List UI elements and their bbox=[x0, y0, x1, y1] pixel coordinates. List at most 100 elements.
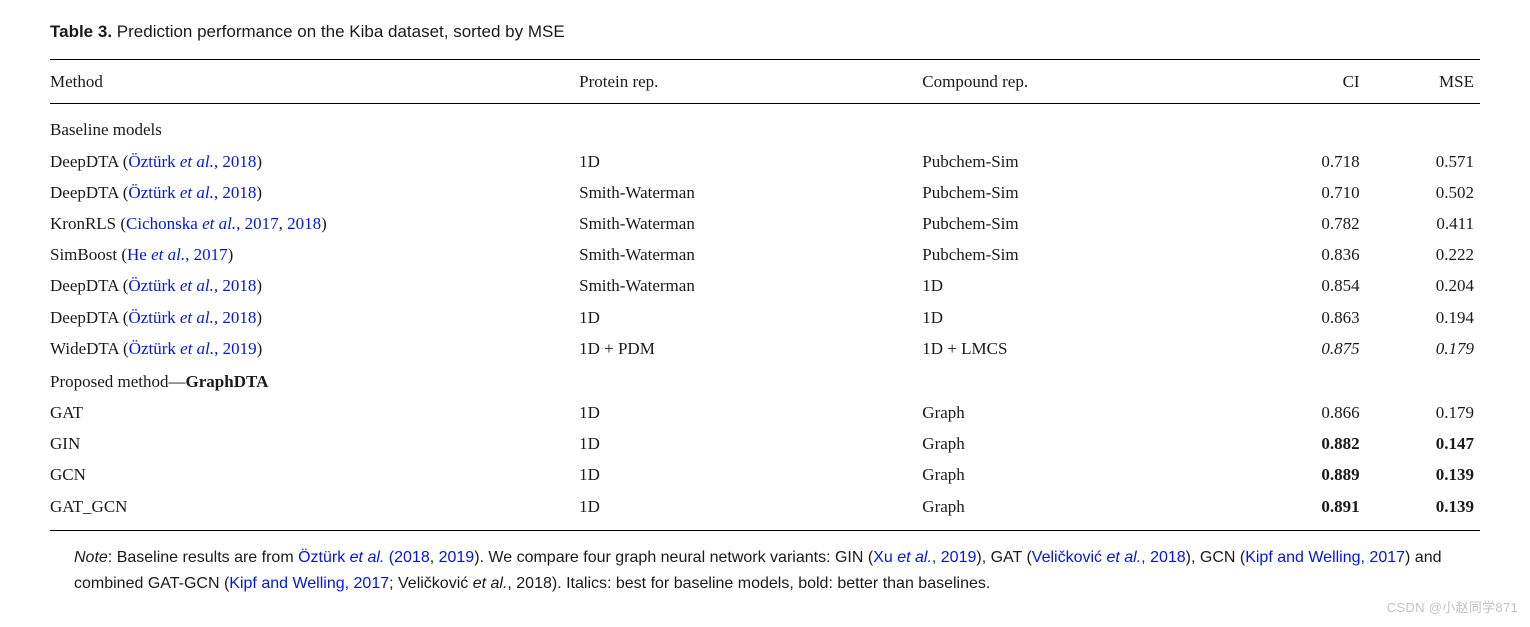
cell-method: DeepDTA (Öztürk et al., 2018) bbox=[50, 302, 579, 333]
table-header-row: Method Protein rep. Compound rep. CI MSE bbox=[50, 60, 1480, 104]
cell-method: SimBoost (He et al., 2017) bbox=[50, 239, 579, 270]
col-ci: CI bbox=[1237, 60, 1366, 104]
cell-ci: 0.882 bbox=[1237, 428, 1366, 459]
cell-ci: 0.863 bbox=[1237, 302, 1366, 333]
cell-compound: 1D + LMCS bbox=[922, 333, 1237, 364]
note-text: ; Veličković bbox=[389, 575, 473, 592]
cell-method: DeepDTA (Öztürk et al., 2018) bbox=[50, 146, 579, 177]
note-text: . We compare four graph neural network v… bbox=[480, 549, 874, 566]
cell-compound: Pubchem-Sim bbox=[922, 146, 1237, 177]
note-text: et al. bbox=[473, 575, 508, 592]
cell-method: KronRLS (Cichonska et al., 2017, 2018) bbox=[50, 208, 579, 239]
section-row-proposed: Proposed method—GraphDTA bbox=[50, 364, 1480, 397]
caption-label: Table 3. bbox=[50, 22, 112, 41]
table-row: KronRLS (Cichonska et al., 2017, 2018)Sm… bbox=[50, 208, 1480, 239]
citation-link[interactable]: Öztürk et al., 2018 bbox=[128, 152, 256, 171]
citation-link[interactable]: Cichonska et al., 2017 bbox=[126, 214, 279, 233]
cell-mse: 0.571 bbox=[1366, 146, 1480, 177]
citation-link[interactable]: Öztürk et al., 2018 bbox=[128, 183, 256, 202]
section-row-baseline: Baseline models bbox=[50, 104, 1480, 146]
cell-mse: 0.194 bbox=[1366, 302, 1480, 333]
table-row: GAT1DGraph0.8660.179 bbox=[50, 397, 1480, 428]
caption-text: Prediction performance on the Kiba datas… bbox=[117, 22, 565, 41]
results-table: Method Protein rep. Compound rep. CI MSE… bbox=[50, 59, 1480, 531]
cell-ci: 0.718 bbox=[1237, 146, 1366, 177]
citation-link[interactable]: Öztürk et al., 2018 bbox=[128, 276, 256, 295]
table-caption: Table 3. Prediction performance on the K… bbox=[50, 18, 1480, 45]
cell-ci: 0.710 bbox=[1237, 177, 1366, 208]
cell-protein: 1D bbox=[579, 146, 922, 177]
cell-compound: 1D bbox=[922, 302, 1237, 333]
cell-protein: 1D + PDM bbox=[579, 333, 922, 364]
table-row: DeepDTA (Öztürk et al., 2018)1DPubchem-S… bbox=[50, 146, 1480, 177]
table-row: GIN1DGraph0.8820.147 bbox=[50, 428, 1480, 459]
cell-ci: 0.891 bbox=[1237, 491, 1366, 531]
cell-method: DeepDTA (Öztürk et al., 2018) bbox=[50, 270, 579, 301]
cell-compound: 1D bbox=[922, 270, 1237, 301]
cell-protein: 1D bbox=[579, 459, 922, 490]
cell-mse: 0.139 bbox=[1366, 491, 1480, 531]
cell-compound: Graph bbox=[922, 397, 1237, 428]
cell-method: WideDTA (Öztürk et al., 2019) bbox=[50, 333, 579, 364]
citation-link[interactable]: Öztürk et al., 2018 bbox=[128, 308, 256, 327]
cell-compound: Pubchem-Sim bbox=[922, 208, 1237, 239]
note-text: ), GAT ( bbox=[976, 549, 1031, 566]
cell-protein: 1D bbox=[579, 428, 922, 459]
cell-method: DeepDTA (Öztürk et al., 2018) bbox=[50, 177, 579, 208]
citation-link[interactable]: He et al., 2017 bbox=[127, 245, 228, 264]
table-row: DeepDTA (Öztürk et al., 2018)1D1D0.8630.… bbox=[50, 302, 1480, 333]
table-row: DeepDTA (Öztürk et al., 2018)Smith-Water… bbox=[50, 177, 1480, 208]
citation-link[interactable]: Öztürk et al. (2018 bbox=[298, 549, 430, 566]
cell-mse: 0.139 bbox=[1366, 459, 1480, 490]
cell-protein: 1D bbox=[579, 491, 922, 531]
citation-link[interactable]: Veličković et al., 2018 bbox=[1032, 549, 1186, 566]
section-label: Baseline models bbox=[50, 104, 1480, 146]
cell-method: GCN bbox=[50, 459, 579, 490]
cell-compound: Pubchem-Sim bbox=[922, 239, 1237, 270]
table-row: DeepDTA (Öztürk et al., 2018)Smith-Water… bbox=[50, 270, 1480, 301]
cell-ci: 0.854 bbox=[1237, 270, 1366, 301]
cell-mse: 0.147 bbox=[1366, 428, 1480, 459]
cell-compound: Graph bbox=[922, 428, 1237, 459]
note-text: : Baseline results are from bbox=[108, 549, 298, 566]
cell-ci: 0.875 bbox=[1237, 333, 1366, 364]
note-label: Note bbox=[74, 549, 108, 566]
col-mse: MSE bbox=[1366, 60, 1480, 104]
citation-link[interactable]: Kipf and Welling, 2017 bbox=[229, 575, 389, 592]
cell-mse: 0.222 bbox=[1366, 239, 1480, 270]
cell-mse: 0.204 bbox=[1366, 270, 1480, 301]
col-method: Method bbox=[50, 60, 579, 104]
citation-link[interactable]: 2019 bbox=[439, 549, 475, 566]
cell-ci: 0.866 bbox=[1237, 397, 1366, 428]
citation-link[interactable]: Öztürk et al., 2019 bbox=[129, 339, 257, 358]
table-row: GCN1DGraph0.8890.139 bbox=[50, 459, 1480, 490]
cell-protein: 1D bbox=[579, 397, 922, 428]
cell-ci: 0.782 bbox=[1237, 208, 1366, 239]
cell-protein: Smith-Waterman bbox=[579, 270, 922, 301]
cell-mse: 0.502 bbox=[1366, 177, 1480, 208]
cell-ci: 0.836 bbox=[1237, 239, 1366, 270]
cell-mse: 0.179 bbox=[1366, 397, 1480, 428]
cell-compound: Graph bbox=[922, 459, 1237, 490]
table-row: WideDTA (Öztürk et al., 2019)1D + PDM1D … bbox=[50, 333, 1480, 364]
watermark: CSDN @小赵同学871 bbox=[1387, 598, 1518, 619]
note-text: ), GCN ( bbox=[1186, 549, 1246, 566]
cell-compound: Pubchem-Sim bbox=[922, 177, 1237, 208]
cell-ci: 0.889 bbox=[1237, 459, 1366, 490]
cell-mse: 0.411 bbox=[1366, 208, 1480, 239]
table-row: SimBoost (He et al., 2017)Smith-Waterman… bbox=[50, 239, 1480, 270]
citation-link[interactable]: 2018 bbox=[287, 214, 321, 233]
cell-protein: Smith-Waterman bbox=[579, 177, 922, 208]
table-note: Note: Baseline results are from Öztürk e… bbox=[50, 545, 1480, 598]
cell-protein: Smith-Waterman bbox=[579, 208, 922, 239]
citation-link[interactable]: Kipf and Welling, 2017 bbox=[1245, 549, 1405, 566]
note-text: , 2018). Italics: best for baseline mode… bbox=[507, 575, 990, 592]
cell-protein: 1D bbox=[579, 302, 922, 333]
cell-method: GIN bbox=[50, 428, 579, 459]
cell-method: GAT_GCN bbox=[50, 491, 579, 531]
citation-link[interactable]: Xu et al., 2019 bbox=[873, 549, 976, 566]
cell-compound: Graph bbox=[922, 491, 1237, 531]
section-label: Proposed method—GraphDTA bbox=[50, 364, 1480, 397]
cell-protein: Smith-Waterman bbox=[579, 239, 922, 270]
cell-mse: 0.179 bbox=[1366, 333, 1480, 364]
